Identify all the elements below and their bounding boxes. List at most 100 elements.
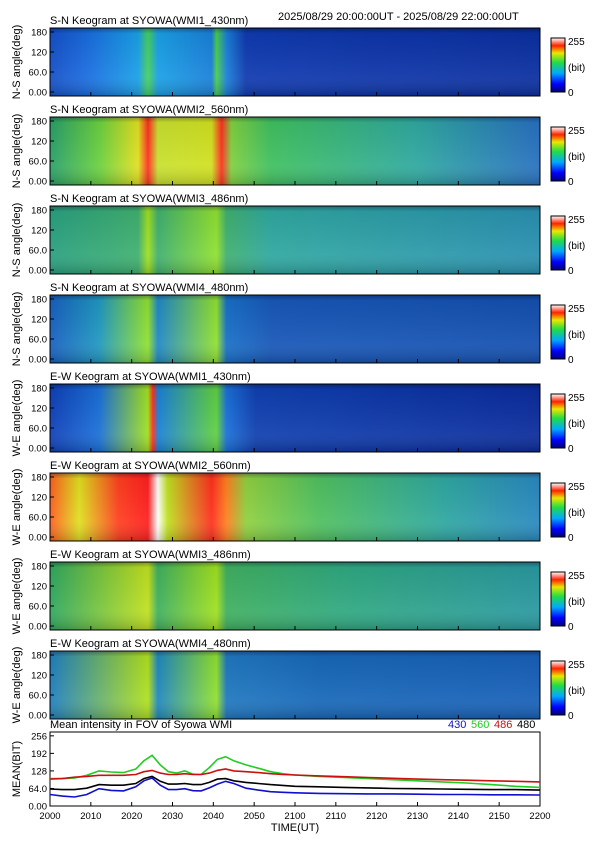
x-tick-label: 2020 [121,811,142,822]
chart-y-tick-label: 128 [31,766,47,777]
keogram-panel: S-N Keogram at SYOWA(WMI1_430nm)180 120 60… [11,15,585,99]
y-tick-label: 180 [31,28,47,39]
keogram-panel: S-N Keogram at SYOWA(WMI3_486nm)180 120 60… [11,193,585,277]
y-tick-label: 60.0 [29,424,48,435]
chart-frame [49,731,541,807]
keogram-shading [50,28,540,96]
y-tick-label: 120 [31,493,47,504]
colorbar [550,571,566,627]
x-tick-label: 2030 [162,811,183,822]
colorbar-min-label: 0 [568,355,574,366]
series-line-560 [50,754,541,789]
keogram-panel: E-W Keogram at SYOWA(WMI1_430nm)180 120 60… [11,371,585,456]
panel-title: E-W Keogram at SYOWA(WMI2_560nm) [50,460,251,472]
legend-486: 486 [494,719,512,731]
colorbar-unit-label: (bit) [568,597,585,608]
keogram-panel: S-N Keogram at SYOWA(WMI4_480nm)180 120 60… [11,282,585,366]
header-time-range: 2025/08/29 20:00:00UT - 2025/08/29 22:00… [278,11,519,23]
keogram-shading [50,562,540,630]
y-tick-label: 0.00 [29,266,48,277]
y-axis-label: W-E angle(deg) [11,558,23,635]
colorbar-max-label: 255 [568,571,585,582]
x-tick-label: 2150 [489,811,510,822]
panel-title: S-N Keogram at SYOWA(WMI1_430nm) [50,15,248,27]
panel-title: S-N Keogram at SYOWA(WMI4_480nm) [50,282,248,294]
keogram-shading [50,473,540,541]
x-tick-label: 2040 [203,811,224,822]
chart-y-tick-label: 64.0 [29,784,48,795]
panel-title: E-W Keogram at SYOWA(WMI3_486nm) [50,549,251,561]
y-tick-label: 180 [31,117,47,128]
colorbar [550,304,566,360]
panel-title: E-W Keogram at SYOWA(WMI1_430nm) [50,371,251,383]
chart-y-axis-label: MEAN(BIT) [11,741,23,797]
y-axis-label: W-E angle(deg) [11,469,23,546]
chart-y-tick-label: 256 [31,731,47,742]
y-axis-label: W-E angle(deg) [11,647,23,724]
y-tick-label: 0.00 [29,88,48,99]
y-axis-label: N-S angle(deg) [11,203,23,278]
colorbar-min-label: 0 [568,266,574,277]
chart-y-tick-label: 192 [31,749,47,760]
y-tick-label: 60.0 [29,602,48,613]
keogram-shading [50,295,540,363]
y-tick-label: 60.0 [29,335,48,346]
y-tick-label: 120 [31,226,47,237]
colorbar-min-label: 0 [568,88,574,99]
x-tick-label: 2010 [80,811,101,822]
keogram-shading [50,384,540,452]
colorbar [550,126,566,182]
y-tick-label: 0.00 [29,177,48,188]
y-axis-label: N-S angle(deg) [11,114,23,189]
x-tick-label: 2000 [39,811,60,822]
x-tick-label: 2050 [244,811,265,822]
y-tick-label: 120 [31,137,47,148]
x-tick-label: 2100 [284,811,305,822]
colorbar-max-label: 255 [568,215,585,226]
y-tick-label: 120 [31,48,47,59]
keogram-panel: S-N Keogram at SYOWA(WMI2_560nm)180 120 60… [11,104,585,188]
panel-title: S-N Keogram at SYOWA(WMI3_486nm) [50,193,248,205]
keogram-shading [50,206,540,274]
x-tick-label: 2110 [326,811,346,822]
x-tick-label: 2130 [407,811,428,822]
series-line-486 [49,768,541,783]
colorbar-unit-label: (bit) [568,241,585,252]
panel-title: E-W Keogram at SYOWA(WMI4_480nm) [50,638,251,650]
y-axis-label: N-S angle(deg) [11,25,23,100]
series-line-430 [49,777,541,798]
y-tick-label: 0.00 [29,355,48,366]
keogram-shading [50,117,540,185]
colorbar [550,215,566,271]
x-tick-label: 2200 [529,811,550,822]
legend-560: 560 [471,719,489,731]
y-tick-label: 60.0 [29,691,48,702]
colorbar-max-label: 255 [568,482,585,493]
colorbar-min-label: 0 [568,711,574,722]
y-tick-label: 120 [31,582,47,593]
y-tick-label: 180 [31,206,47,217]
colorbar-min-label: 0 [568,444,574,455]
colorbar-max-label: 255 [568,126,585,137]
colorbar-max-label: 255 [568,304,585,315]
x-tick-label: 2120 [366,811,387,822]
y-tick-label: 0.00 [29,711,48,722]
colorbar [550,393,566,449]
colorbar-min-label: 0 [568,533,574,544]
chart-y-tick-label: 0.00 [29,802,48,813]
colorbar-max-label: 255 [568,393,585,404]
series-line-480 [49,775,541,791]
legend-480: 480 [517,719,535,731]
y-axis-label: N-S angle(deg) [11,292,23,367]
colorbar-min-label: 0 [568,177,574,188]
chart-title: Mean intensity in FOV of Syowa WMI [50,719,232,731]
y-tick-label: 0.00 [29,533,48,544]
y-tick-label: 60.0 [29,513,48,524]
panel-title: S-N Keogram at SYOWA(WMI2_560nm) [50,104,248,116]
y-axis-label: W-E angle(deg) [11,380,23,457]
y-tick-label: 120 [31,315,47,326]
keogram-panel: E-W Keogram at SYOWA(WMI2_560nm)180 120 60… [11,460,585,545]
colorbar-unit-label: (bit) [568,330,585,341]
